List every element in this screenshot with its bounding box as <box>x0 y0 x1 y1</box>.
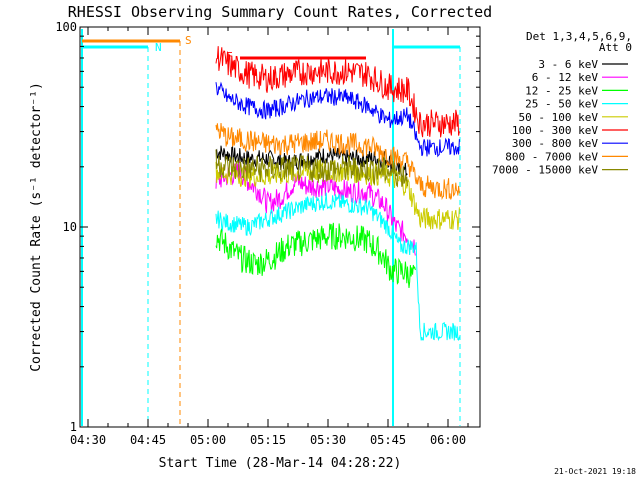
event-label-n: N <box>155 41 162 54</box>
series-group <box>215 46 460 342</box>
legend-header-line-1: Det 1,3,4,5,6,9, <box>526 30 632 43</box>
x-tick-label: 04:45 <box>130 433 166 447</box>
series-line <box>215 149 408 188</box>
legend-label: 25 - 50 keV <box>525 98 598 111</box>
y-axis: 1 10 100 <box>55 20 480 434</box>
y-axis-label: Corrected Count Rate (s⁻¹ detector⁻¹) <box>29 82 44 372</box>
series-line <box>215 158 460 230</box>
x-tick-label: 05:15 <box>250 433 286 447</box>
legend-header-line-2: Att 0 <box>599 41 632 54</box>
legend-label: 800 - 7000 keV <box>505 150 598 163</box>
x-tick-label: 05:00 <box>190 433 226 447</box>
series-line <box>215 81 460 158</box>
legend-label: 300 - 800 keV <box>512 137 598 150</box>
series-line <box>215 162 416 256</box>
render-timestamp: 21-Oct-2021 19:18 <box>554 467 636 476</box>
legend-label: 6 - 12 keV <box>532 71 599 84</box>
legend-label: 50 - 100 keV <box>519 111 599 124</box>
y-tick-label: 10 <box>63 220 77 234</box>
x-axis: 04:30 04:45 05:00 05:15 05:30 05:45 06:00 <box>70 27 469 447</box>
x-tick-label: 04:30 <box>70 433 106 447</box>
y-tick-label: 1 <box>70 420 77 434</box>
legend-label: 3 - 6 keV <box>538 58 598 71</box>
y-tick-label: 100 <box>55 20 77 34</box>
series-line <box>215 192 460 342</box>
legend-label: 7000 - 15000 keV <box>492 164 598 177</box>
legend-label: 12 - 25 keV <box>525 84 598 97</box>
legend-label: 100 - 300 keV <box>512 124 598 137</box>
x-axis-label: Start Time (28-Mar-14 04:28:22) <box>159 456 402 471</box>
x-tick-label: 06:00 <box>430 433 466 447</box>
series-line <box>215 46 460 138</box>
series-line <box>215 222 416 289</box>
event-label-s: S <box>185 34 192 47</box>
chart-title: RHESSI Observing Summary Count Rates, Co… <box>68 3 492 21</box>
x-tick-label: 05:30 <box>310 433 346 447</box>
series-line <box>215 122 460 201</box>
x-tick-label: 05:45 <box>370 433 406 447</box>
